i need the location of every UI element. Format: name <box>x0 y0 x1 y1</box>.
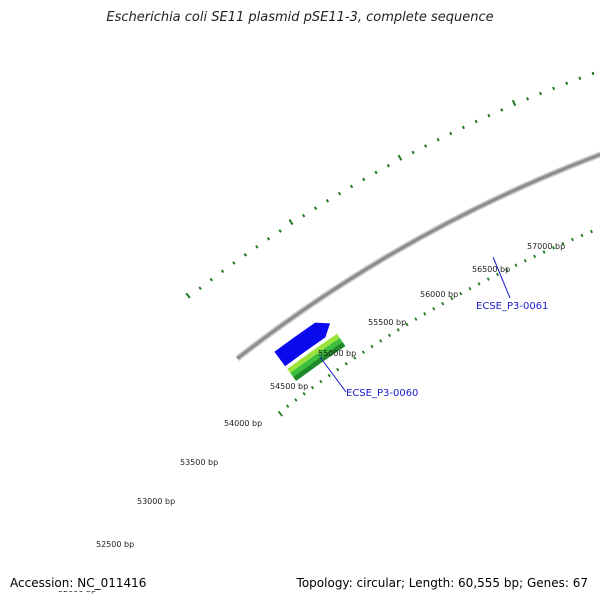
gene-callout-line <box>492 256 511 299</box>
gc-dot <box>288 218 294 226</box>
gc-dot <box>362 177 366 182</box>
gc-dot <box>278 229 282 233</box>
gc-dot <box>243 253 248 257</box>
coordinate-tick <box>361 350 365 354</box>
tick-label: 56000 bp <box>420 290 458 299</box>
gc-dot <box>220 269 225 274</box>
tick-label: 55000 bp <box>318 349 356 358</box>
plasmid-backbone <box>236 153 600 360</box>
gc-dot <box>511 99 517 107</box>
gc-dot <box>591 71 595 76</box>
coordinate-tick <box>277 410 283 417</box>
coordinate-tick <box>561 241 565 246</box>
gc-dot <box>526 97 530 101</box>
gc-dot <box>350 184 354 189</box>
coordinate-tick <box>571 237 574 242</box>
gc-dot <box>539 91 543 96</box>
coordinate-tick <box>495 272 499 277</box>
gc-dot <box>325 199 330 203</box>
tick-label: 56500 bp <box>472 265 510 274</box>
coordinate-tick <box>432 306 436 311</box>
coordinate-tick <box>514 263 518 267</box>
gene-callouts: ECSE_P3-0060 ECSE_P3-0061 <box>319 256 548 399</box>
tick-label: 55500 bp <box>368 318 406 327</box>
coordinate-tick <box>414 317 418 321</box>
feature-track <box>287 333 346 382</box>
gc-dot <box>487 113 491 118</box>
gene-label: ECSE_P3-0060 <box>346 388 418 399</box>
coordinate-tick <box>319 379 323 384</box>
topology-summary: Topology: circular; Length: 60,555 bp; G… <box>294 575 590 591</box>
gc-dot <box>313 206 318 211</box>
coordinate-tick <box>336 367 340 372</box>
gc-dot <box>209 277 213 282</box>
gc-dot <box>461 125 465 130</box>
gc-dot <box>266 237 271 241</box>
map-title: Escherichia coli SE11 plasmid pSE11-3, c… <box>106 10 494 25</box>
gc-dot <box>436 137 440 142</box>
coordinate-tick <box>505 268 509 272</box>
coordinate-tick <box>477 282 481 286</box>
coordinate-tick <box>387 333 392 338</box>
coordinate-tick <box>286 404 290 408</box>
gc-dot <box>397 154 403 161</box>
coordinate-tick <box>344 361 348 366</box>
cds-arrow <box>274 322 331 367</box>
coordinate-tick <box>590 229 593 234</box>
gc-dot <box>552 86 556 91</box>
gc-dot <box>232 261 236 265</box>
gene-callout-line <box>319 356 347 393</box>
backbone-shadow <box>235 151 600 361</box>
coordinate-tick <box>468 286 472 291</box>
gc-dot <box>302 213 306 218</box>
coordinate-tick <box>370 344 374 349</box>
coordinate-tick <box>533 254 537 259</box>
coordinate-tick <box>294 398 298 402</box>
coordinate-tick <box>552 246 555 250</box>
gc-dot <box>198 286 202 290</box>
coordinate-tick <box>542 250 546 254</box>
coordinate-tick <box>441 301 445 306</box>
gc-dot <box>337 191 342 196</box>
gc-dot <box>424 144 428 148</box>
tick-label: 54000 bp <box>224 419 262 428</box>
gc-dot <box>500 108 504 112</box>
outer-gc-dots <box>185 71 595 299</box>
tick-label: 53000 bp <box>137 497 175 506</box>
coordinate-tick <box>396 328 400 332</box>
feature-band <box>290 337 343 378</box>
coordinate-tick <box>405 322 409 327</box>
feature-band <box>287 333 340 374</box>
coordinate-tick <box>459 291 463 296</box>
coordinate-tick <box>327 373 331 378</box>
coordinate-tick <box>450 296 454 301</box>
gc-dot <box>474 119 478 124</box>
feature-band <box>293 342 346 382</box>
gc-dot <box>411 150 415 155</box>
gc-dot <box>565 81 569 86</box>
coordinate-tick <box>580 233 584 238</box>
coordinate-tick <box>423 312 427 316</box>
gc-dot <box>185 292 191 299</box>
coordinate-tick <box>486 277 490 281</box>
accession-label: Accession: NC_011416 <box>8 575 149 591</box>
gc-dot <box>578 76 582 81</box>
gc-dot <box>374 170 378 175</box>
coordinate-tick <box>379 339 383 343</box>
coordinate-tick <box>523 259 527 263</box>
tick-label: 54500 bp <box>270 382 308 391</box>
gene-label: ECSE_P3-0061 <box>476 301 548 312</box>
tick-label: 52500 bp <box>96 540 134 549</box>
coordinate-ticks: 52500 bp 53000 bp 53500 bp 54000 bp 54500 bp… <box>58 226 600 594</box>
coordinate-tick <box>302 392 306 396</box>
cds-track <box>274 322 331 367</box>
gc-dot <box>255 244 259 249</box>
coordinate-tick <box>353 356 357 360</box>
tick-label: 57000 bp <box>527 242 565 251</box>
gc-dot <box>449 131 453 136</box>
coordinate-tick <box>310 385 315 390</box>
tick-label: 53500 bp <box>180 458 218 467</box>
gc-dot <box>386 163 390 168</box>
